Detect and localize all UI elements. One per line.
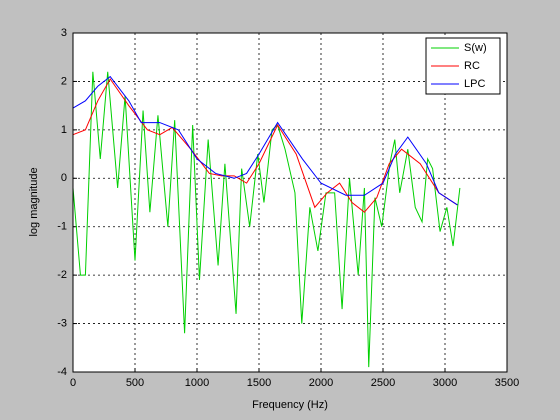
y-tick-label: 3 xyxy=(61,27,67,39)
y-axis-label: log magnitude xyxy=(28,167,40,236)
series-line xyxy=(72,75,458,206)
y-tick-label: -1 xyxy=(57,221,67,233)
x-tick-label: 3000 xyxy=(433,377,457,389)
x-tick-label: 500 xyxy=(126,377,144,389)
x-tick-label: 1000 xyxy=(185,377,209,389)
y-tick-label: -4 xyxy=(57,366,67,378)
y-tick-label: -2 xyxy=(57,269,67,281)
y-tick-label: 0 xyxy=(61,172,67,184)
x-tick-label: 1500 xyxy=(247,377,271,389)
x-tick-label: 2000 xyxy=(309,377,333,389)
x-tick-label: 3500 xyxy=(495,377,519,389)
x-tick-label: 0 xyxy=(70,377,76,389)
y-tick-label: 2 xyxy=(61,75,67,87)
y-tick-label: -3 xyxy=(57,317,67,329)
legend-label: LPC xyxy=(464,78,485,90)
legend-label: RC xyxy=(464,60,480,72)
x-tick-label: 2500 xyxy=(371,377,395,389)
series-line xyxy=(72,78,458,213)
x-axis-label: Frequency (Hz) xyxy=(252,399,328,411)
axes-box xyxy=(72,32,508,373)
y-tick-label: 1 xyxy=(61,124,67,136)
legend-label: S(w) xyxy=(464,42,487,54)
